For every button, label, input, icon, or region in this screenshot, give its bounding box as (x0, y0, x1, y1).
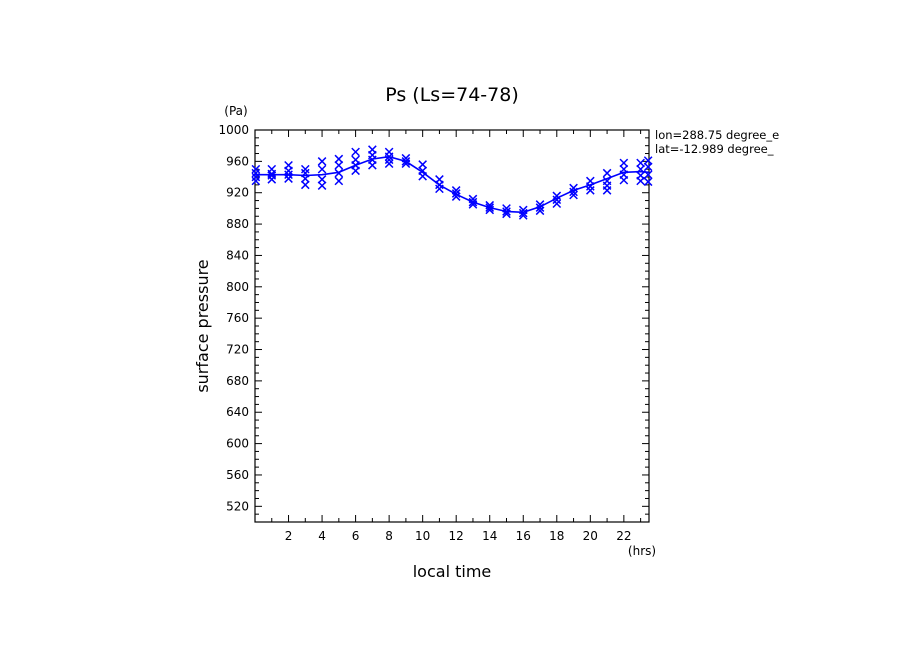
data-point-marker (300, 180, 310, 190)
x-tick-label: 14 (482, 529, 497, 543)
data-point-marker (418, 160, 427, 169)
data-point-marker (435, 180, 444, 190)
x-tick-label: 20 (583, 529, 598, 543)
y-tick-label: 760 (226, 311, 249, 325)
data-point-marker (267, 175, 277, 184)
y-tick-label: 520 (226, 499, 249, 513)
data-point-marker (535, 203, 545, 212)
data-point-marker (468, 197, 478, 207)
data-point-marker (451, 189, 461, 198)
x-tick-label: 22 (616, 529, 631, 543)
data-point-marker (643, 156, 653, 165)
annotation-lon: lon=288.75 degree_e (655, 128, 779, 142)
data-point-marker (552, 195, 562, 205)
y-axis-label: surface pressure (193, 259, 212, 392)
y-tick-label: 680 (226, 374, 249, 388)
y-axis-unit: (Pa) (224, 104, 247, 118)
x-axis-unit: (hrs) (628, 544, 656, 558)
data-point-marker (368, 160, 377, 170)
data-point-marker (284, 170, 293, 180)
y-tick-label: 840 (226, 248, 249, 262)
data-point-marker (251, 168, 261, 178)
data-point-marker (636, 176, 645, 186)
data-point-marker (535, 200, 545, 209)
data-point-marker (552, 191, 562, 201)
data-point-marker (451, 192, 461, 201)
x-tick-label: 8 (385, 529, 393, 543)
data-point-marker (384, 159, 394, 169)
y-tick-label: 1000 (218, 123, 249, 137)
data-point-marker (569, 183, 578, 193)
x-tick-label: 10 (415, 529, 430, 543)
data-point-marker (619, 158, 629, 168)
data-point-marker (636, 164, 645, 174)
data-point-marker (435, 184, 444, 194)
mean-pressure-line (255, 155, 650, 214)
data-point-marker (251, 164, 261, 174)
data-point-marker (351, 147, 360, 157)
data-point-marker (585, 186, 595, 195)
data-point-marker (502, 209, 511, 219)
data-point-marker (602, 168, 612, 178)
x-tick-label: 6 (352, 529, 360, 543)
data-point-marker (401, 157, 411, 166)
data-point-marker (535, 206, 545, 216)
y-tick-label: 640 (226, 405, 249, 419)
data-point-marker (334, 154, 344, 164)
data-point-marker (585, 182, 595, 191)
data-point-marker (384, 155, 394, 165)
data-point-marker (468, 200, 478, 209)
data-point-marker (643, 170, 653, 180)
data-point-marker (267, 171, 277, 180)
data-point-marker (317, 175, 327, 184)
y-tick-label: 720 (226, 343, 249, 357)
data-point-marker (552, 199, 562, 209)
y-tick-label: 800 (226, 280, 249, 294)
data-point-marker (643, 162, 653, 172)
data-point-marker (518, 211, 528, 220)
data-point-marker (300, 164, 310, 174)
data-point-marker (251, 176, 261, 186)
data-point-marker (619, 175, 629, 185)
x-tick-label: 2 (285, 529, 293, 543)
x-tick-label: 18 (549, 529, 564, 543)
data-point-marker (317, 181, 327, 190)
data-point-marker (518, 208, 528, 218)
data-point-marker (485, 203, 495, 212)
data-point-marker (643, 177, 653, 187)
x-axis-label: local time (413, 562, 492, 581)
data-point-marker (334, 168, 344, 178)
data-point-marker (334, 160, 344, 170)
data-point-marker (384, 152, 394, 161)
x-tick-label: 12 (449, 529, 464, 543)
plot-frame (254, 129, 650, 523)
y-tick-label: 880 (226, 217, 249, 231)
x-tick-label: 16 (516, 529, 531, 543)
data-point-marker (317, 157, 327, 166)
data-point-marker (602, 186, 612, 195)
data-point-marker (636, 158, 645, 168)
data-point-marker (251, 172, 261, 182)
annotation-lat: lat=-12.989 degree_ (655, 142, 774, 156)
data-point-marker (451, 186, 461, 195)
data-point-marker (317, 164, 327, 174)
data-point-marker (401, 159, 411, 169)
y-tick-label: 560 (226, 468, 249, 482)
y-tick-label: 920 (226, 186, 249, 200)
x-tick-label: 4 (318, 529, 326, 543)
data-point-marker (351, 166, 360, 176)
data-point-marker (418, 171, 427, 181)
data-point-marker (300, 174, 310, 183)
chart-title: Ps (Ls=74-78) (385, 84, 519, 106)
data-point-marker (334, 176, 344, 186)
data-point-marker (569, 187, 578, 197)
data-point-marker (569, 190, 578, 200)
data-point-marker (502, 207, 511, 216)
data-point-marker (284, 166, 293, 176)
data-point-marker (485, 205, 495, 215)
y-tick-label: 600 (226, 437, 249, 451)
data-point-marker (284, 174, 293, 183)
y-tick-label: 960 (226, 154, 249, 168)
